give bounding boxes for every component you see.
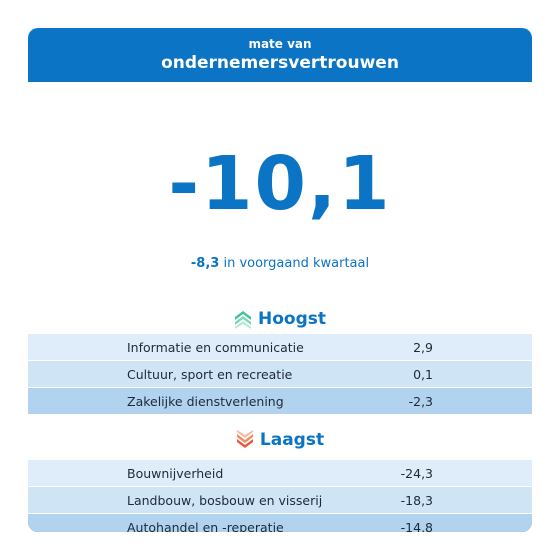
previous-quarter-note: -8,3 in voorgaand kwartaal [28,256,532,271]
confidence-card: mate van ondernemersvertrouwen -10,1 -8,… [28,28,532,532]
main-value: -10,1 [168,141,392,227]
sector-value: -14,8 [400,520,433,532]
table-row: Cultuur, sport en recreatie 0,1 [28,361,532,387]
header-subtitle: mate van [248,37,312,51]
sector-name: Bouwnijverheid [127,466,224,481]
sector-value: -18,3 [400,493,433,508]
table-row: Informatie en communicatie 2,9 [28,334,532,360]
sector-name: Autohandel en -reperatie [127,520,284,532]
sector-name: Landbouw, bosbouw en visserij [127,493,323,508]
previous-text: in voorgaand kwartaal [223,256,370,271]
table-row: Autohandel en -reperatie -14,8 [28,514,532,532]
highest-label: Hoogst [258,309,326,329]
card-header: mate van ondernemersvertrouwen [28,28,532,82]
sector-value: 0,1 [413,367,433,382]
header-title: ondernemersvertrouwen [161,53,399,73]
table-row: Bouwnijverheid -24,3 [28,460,532,486]
chevrons-down-icon [236,430,254,450]
sector-name: Cultuur, sport en recreatie [127,367,293,382]
card-body: -10,1 -8,3 in voorgaand kwartaal Hoogst … [28,82,532,532]
lowest-label: Laagst [259,430,325,450]
sector-value: -2,3 [408,394,433,409]
previous-value: -8,3 [190,256,220,271]
chevrons-up-icon [234,309,252,329]
highest-heading: Hoogst [28,306,532,332]
sector-value: -24,3 [400,466,433,481]
sector-name: Informatie en communicatie [127,340,304,355]
sector-value: 2,9 [413,340,433,355]
table-row: Landbouw, bosbouw en visserij -18,3 [28,487,532,513]
sector-name: Zakelijke dienstverlening [127,394,284,409]
table-row: Zakelijke dienstverlening -2,3 [28,388,532,414]
lowest-heading: Laagst [28,427,532,453]
